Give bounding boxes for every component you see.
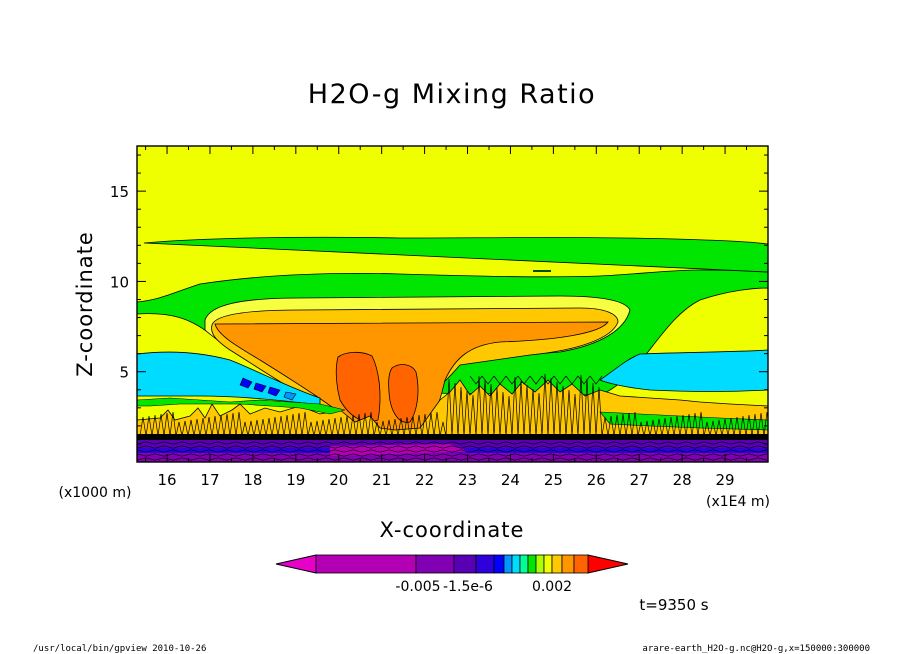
region-surface-purple-1 [137, 440, 768, 448]
y-tick-label: 10 [110, 273, 129, 291]
oscillation-path-upper [469, 375, 603, 385]
colorbar-bin [315, 554, 417, 574]
region-updraft-peak-2 [388, 364, 419, 423]
x-tick-label: 17 [200, 471, 219, 489]
x-unit-label: (x1E4 m) [706, 494, 770, 510]
region-blue-blob-2 [253, 382, 267, 393]
x-tick-label: 16 [158, 471, 177, 489]
surface-contour-line [137, 441, 768, 445]
colorbar-right-extend [587, 554, 629, 574]
colorbar-labels: -0.005 -1.5e-6 0.002 [395, 579, 572, 595]
colorbar-bin [503, 554, 513, 574]
plot-area [137, 146, 768, 462]
region-updraft-peak [335, 351, 381, 422]
region-blue-blob-1 [239, 377, 253, 389]
colorbar-bin [475, 554, 495, 574]
region-surface-magenta [330, 444, 470, 456]
region-boundary-green [137, 397, 346, 415]
y-tick-label: 15 [110, 183, 129, 201]
y-unit-label: (x1000 m) [59, 485, 132, 501]
colorbar-left-extend [275, 554, 317, 574]
y-axis-label: Z-coordinate [73, 231, 97, 377]
colorbar-bin [527, 554, 537, 574]
colorbar-bin [453, 554, 477, 574]
colorbar-bin [493, 554, 505, 574]
region-blue-blob-3 [267, 386, 281, 397]
footer-right: arare-earth_H2O-g.nc@H2O-g,x=150000:3000… [642, 644, 870, 654]
region-surface-purple-2 [137, 453, 768, 462]
surface-contour-line [137, 445, 768, 449]
surface-contour-line [137, 453, 768, 457]
x-tick-label: 24 [501, 471, 520, 489]
colorbar-bin [551, 554, 563, 574]
time-label: t=9350 s [639, 596, 708, 614]
oscillation-path [139, 373, 768, 437]
plot-frame [136, 145, 769, 463]
x-tick-label: 27 [630, 471, 649, 489]
x-tick-label: 23 [458, 471, 477, 489]
x-tick-label: 22 [415, 471, 434, 489]
colorbar-bin [543, 554, 553, 574]
colorbar-bin [561, 554, 575, 574]
x-tick-label: 26 [587, 471, 606, 489]
y-tick-label: 5 [119, 364, 129, 382]
x-tick-label: 19 [286, 471, 305, 489]
region-mid-right-moist [599, 349, 768, 392]
colorbar-label: -1.5e-6 [443, 579, 493, 595]
x-axis: 16 17 18 19 20 21 22 23 24 25 26 27 28 29 [145, 146, 748, 489]
colorbar-label: 0.002 [532, 579, 572, 595]
x-tick-label: 28 [673, 471, 692, 489]
x-tick-label: 25 [544, 471, 563, 489]
footer-left: /usr/local/bin/gpview 2010-10-26 [33, 644, 206, 654]
surface-contour-line [137, 449, 768, 453]
colorbar-label: -0.005 [395, 579, 440, 595]
y-axis: 5 10 15 [110, 154, 768, 445]
oscillation-contours [139, 373, 768, 437]
colorbar [275, 554, 629, 574]
x-tick-label: 21 [372, 471, 391, 489]
region-blue-blob-4 [283, 391, 297, 401]
chart-title: H2O-g Mixing Ratio [308, 79, 596, 110]
colorbar-bin [535, 554, 545, 574]
marker-dash-top [533, 270, 551, 272]
region-black-cap [137, 434, 768, 440]
colorbar-bin [415, 554, 455, 574]
x-tick-label: 20 [329, 471, 348, 489]
x-tick-label: 18 [243, 471, 262, 489]
colorbar-bin [519, 554, 529, 574]
colorbar-bin [573, 554, 589, 574]
x-tick-label: 29 [716, 471, 735, 489]
x-axis-label: X-coordinate [380, 518, 525, 542]
colorbar-bin [511, 554, 521, 574]
